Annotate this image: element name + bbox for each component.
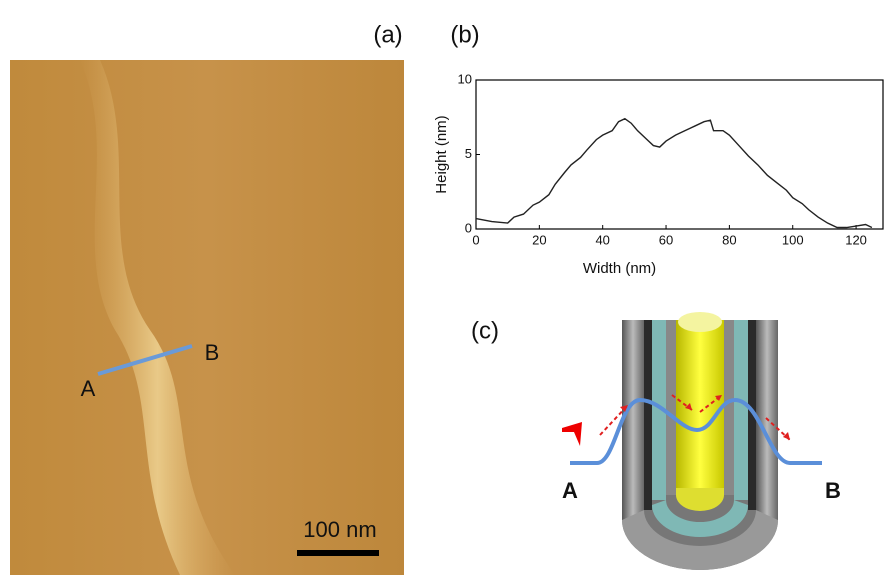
x-axis-label: Width (nm)	[583, 260, 656, 277]
figure: (a) A B 100 nm (b) 0 20 40 60 80 100 120 0 5 10 Wi…	[0, 0, 891, 575]
x-tick-label: 100	[782, 232, 804, 247]
y-tick-label: 5	[465, 146, 472, 161]
x-tick-label: 80	[722, 232, 736, 247]
point-label: B	[825, 478, 841, 503]
x-tick-label: 0	[472, 232, 479, 247]
plot-frame	[476, 80, 883, 229]
point-label: A	[562, 478, 578, 503]
chart: 0 20 40 60 80 100 120 0 5 10 Width (nm) Height (nm)	[433, 71, 883, 277]
point-label: B	[205, 340, 220, 365]
x-tick-label: 20	[532, 232, 546, 247]
x-tick-label: 40	[595, 232, 609, 247]
panel-label: (b)	[450, 21, 479, 48]
panel-label: (c)	[471, 317, 499, 344]
x-tick-label: 60	[659, 232, 673, 247]
y-axis-label: Height (nm)	[433, 115, 450, 193]
tip	[562, 422, 582, 446]
y-tick-label: 10	[458, 71, 472, 86]
x-tick-label: 120	[845, 232, 867, 247]
scale-bar	[297, 550, 379, 556]
point-label: A	[81, 376, 96, 401]
nanotube	[622, 312, 778, 570]
panel-label: (a)	[373, 21, 402, 48]
scale-bar-label: 100 nm	[303, 517, 376, 542]
afm-image	[10, 60, 404, 575]
data-line	[476, 119, 872, 228]
y-tick-label: 0	[465, 220, 472, 235]
